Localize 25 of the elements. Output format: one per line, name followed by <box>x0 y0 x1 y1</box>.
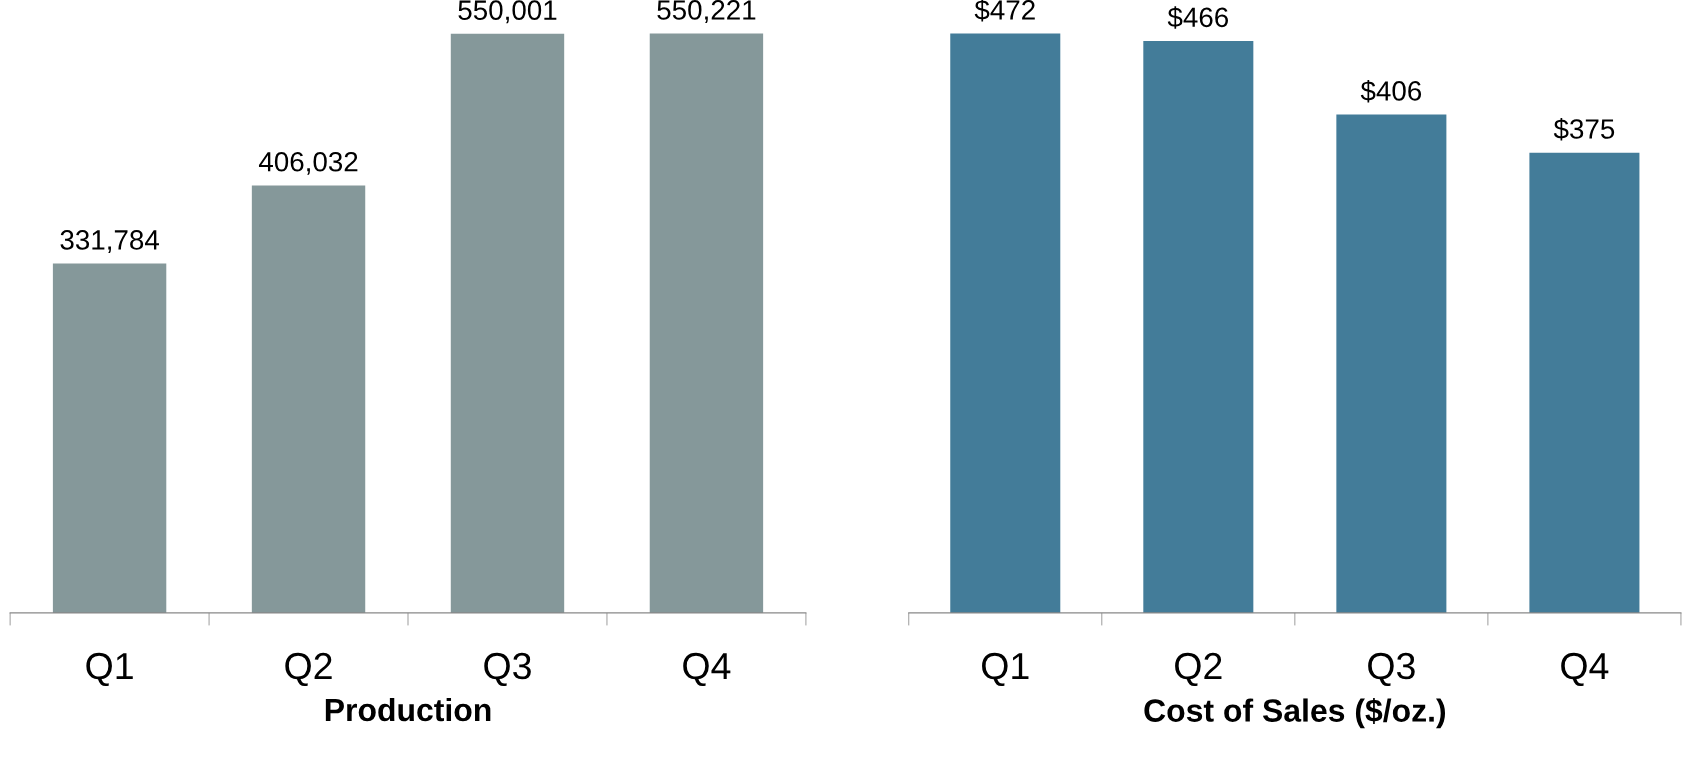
bar <box>1336 114 1447 613</box>
x-tick-label: Q2 <box>1175 652 1222 687</box>
data-label: 331,784 <box>60 230 159 254</box>
bar <box>251 185 366 613</box>
bar <box>950 33 1061 613</box>
x-axis-title: Cost of Sales ($/oz.) <box>1144 697 1446 729</box>
x-tick-label: Q4 <box>1561 652 1609 687</box>
data-label: 550,001 <box>458 0 557 24</box>
x-tick-label: Q4 <box>683 652 731 687</box>
data-label: $406 <box>1360 79 1422 103</box>
bar <box>52 263 167 613</box>
x-tick-label: Q1 <box>982 652 1029 687</box>
data-label: 406,032 <box>258 151 358 175</box>
data-label: $375 <box>1553 117 1615 141</box>
bar <box>1529 152 1640 613</box>
x-tick-label: Q3 <box>1368 652 1415 687</box>
bar <box>450 33 565 613</box>
bar <box>1143 40 1254 613</box>
data-label: 550,221 <box>657 0 756 24</box>
data-label: $466 <box>1167 6 1228 29</box>
x-axis-title: Production <box>325 697 491 722</box>
bar <box>649 33 764 613</box>
x-tick-label: Q1 <box>86 652 133 687</box>
x-tick-label: Q2 <box>285 652 332 687</box>
x-tick-label: Q3 <box>484 652 531 687</box>
